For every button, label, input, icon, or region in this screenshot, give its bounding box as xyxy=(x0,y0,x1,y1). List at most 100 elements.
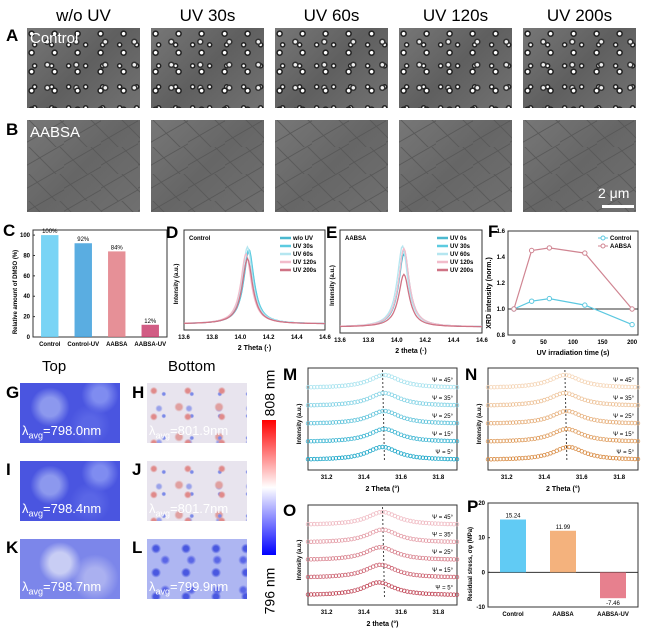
data-point xyxy=(528,247,535,254)
panel-label: J xyxy=(132,460,142,479)
data-point xyxy=(488,439,494,444)
data-point xyxy=(315,456,320,462)
data-point xyxy=(411,536,416,542)
data-point xyxy=(617,438,622,443)
data-point xyxy=(445,592,450,597)
data-point xyxy=(613,456,619,461)
data-point xyxy=(346,537,351,542)
data-point xyxy=(595,436,600,441)
data-point xyxy=(629,438,634,444)
data-point xyxy=(426,573,432,579)
data-point xyxy=(349,436,354,442)
x-tick-label: Control xyxy=(39,342,61,348)
micrograph xyxy=(399,28,512,108)
data-point xyxy=(532,418,538,423)
data-point xyxy=(411,436,416,441)
data-point xyxy=(321,539,326,544)
lambda-avg-label: λavg=801.9nm xyxy=(149,423,229,441)
y-axis-label: Intensity (a.u.) xyxy=(330,265,336,306)
x-tick-label: 13.8 xyxy=(206,335,218,341)
data-point xyxy=(629,306,635,312)
x-tick-label: AABSA-UV xyxy=(134,342,166,348)
data-point xyxy=(433,402,438,407)
data-point xyxy=(414,418,419,423)
panel-label: B xyxy=(6,120,19,139)
data-point xyxy=(417,418,422,424)
y-axis-label: Intensity (a.u.) xyxy=(174,264,180,305)
y-axis-label: Intensity (a.u.) xyxy=(297,540,303,581)
data-point xyxy=(333,420,339,425)
data-point xyxy=(439,420,444,425)
legend-label: w/o UV xyxy=(292,236,313,242)
data-point xyxy=(485,403,491,408)
strain-map xyxy=(147,539,247,599)
data-point xyxy=(408,453,413,459)
data-point xyxy=(520,401,525,407)
data-point xyxy=(454,574,460,580)
data-point xyxy=(333,591,339,596)
series-label: Ψ = 35° xyxy=(432,396,454,402)
data-point xyxy=(414,382,419,387)
data-point xyxy=(523,419,528,424)
data-point xyxy=(346,554,351,560)
data-point xyxy=(513,402,519,407)
data-point xyxy=(560,372,566,378)
data-point xyxy=(510,456,516,461)
x-tick-label: AABSA xyxy=(552,612,574,618)
data-point xyxy=(420,591,426,596)
data-point xyxy=(632,420,638,426)
data-point xyxy=(420,520,426,525)
x-tick-label: 0 xyxy=(512,340,516,346)
series-label: Ψ = 5° xyxy=(435,585,453,591)
data-point xyxy=(349,519,354,524)
data-point xyxy=(563,445,569,450)
data-point xyxy=(501,384,506,390)
data-point xyxy=(324,402,329,407)
data-point xyxy=(563,408,569,414)
plot-frame xyxy=(487,367,639,471)
bar-data-label: 84% xyxy=(111,245,124,251)
data-point xyxy=(374,580,379,585)
data-point xyxy=(414,519,419,525)
data-point xyxy=(560,390,566,396)
legend-label: AABSA xyxy=(610,244,632,250)
data-point xyxy=(451,521,457,527)
data-point xyxy=(423,538,429,543)
data-point xyxy=(523,455,528,461)
data-point xyxy=(439,556,444,562)
micrograph xyxy=(275,28,388,108)
data-point xyxy=(312,592,317,597)
data-point xyxy=(623,402,628,408)
data-point xyxy=(308,403,314,408)
data-point xyxy=(507,402,513,407)
y-tick-label: -10 xyxy=(476,605,485,611)
data-point xyxy=(349,400,354,406)
data-point xyxy=(408,381,413,386)
data-point xyxy=(495,438,500,444)
data-point xyxy=(445,402,450,408)
data-point xyxy=(339,419,345,425)
series-label: Ψ = 5° xyxy=(435,450,453,456)
data-point xyxy=(592,382,597,387)
data-point xyxy=(620,384,625,389)
legend-marker xyxy=(600,243,606,249)
data-point xyxy=(445,557,450,562)
data-point xyxy=(324,384,329,389)
data-point xyxy=(327,521,332,526)
data-point xyxy=(610,402,616,407)
data-point xyxy=(315,592,320,597)
data-point xyxy=(336,573,342,578)
data-point xyxy=(529,418,534,424)
data-point xyxy=(501,420,506,426)
data-point xyxy=(312,384,317,390)
data-point xyxy=(610,384,616,389)
data-point xyxy=(377,545,382,550)
data-point xyxy=(439,402,444,407)
data-point xyxy=(315,556,320,562)
data-point xyxy=(617,384,622,389)
series-label: Ψ = 15° xyxy=(432,432,454,438)
data-point xyxy=(330,556,336,561)
data-point xyxy=(510,438,516,443)
y-axis-label: Intensity (a.u.) xyxy=(477,404,483,445)
data-point xyxy=(405,589,410,594)
